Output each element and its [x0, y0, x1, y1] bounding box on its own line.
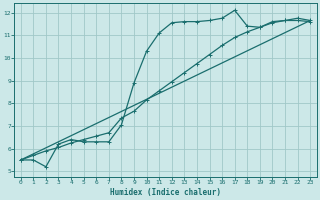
X-axis label: Humidex (Indice chaleur): Humidex (Indice chaleur) — [110, 188, 221, 197]
